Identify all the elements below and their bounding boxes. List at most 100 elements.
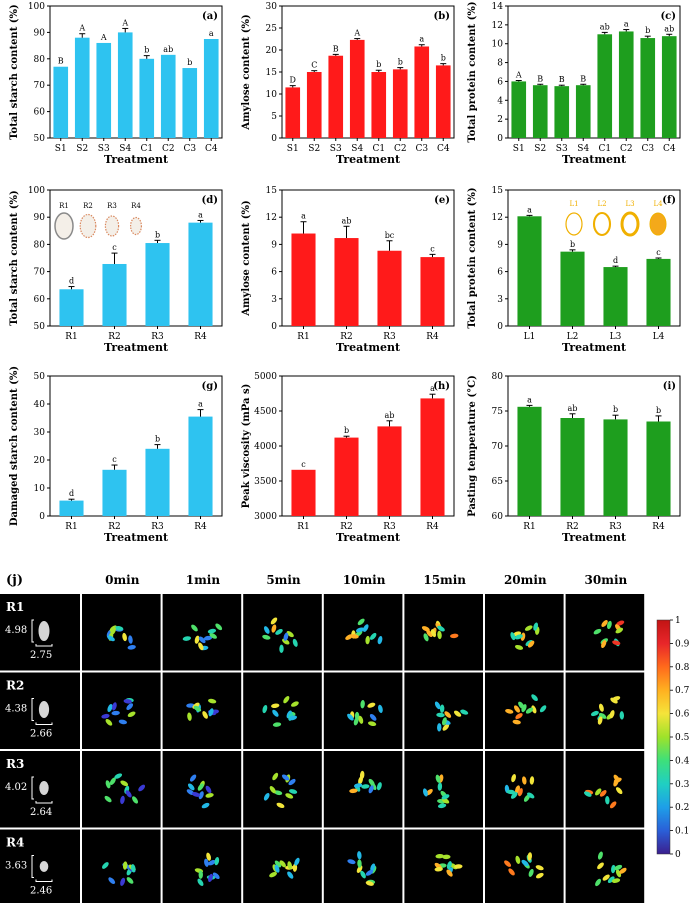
- plot-frame: [281, 189, 455, 327]
- seed-dot: [535, 865, 544, 871]
- seed-dot: [436, 712, 445, 718]
- imaging-cell: [565, 594, 645, 671]
- significance-letter: b: [155, 230, 160, 239]
- imaging-cell: [162, 829, 242, 903]
- y-tick-label: 4500: [254, 407, 277, 417]
- bar-R4: [188, 222, 213, 326]
- x-tick-label: C4: [663, 144, 676, 154]
- inset-label: R2: [83, 202, 93, 210]
- seed-dot: [437, 782, 443, 791]
- seed-dot: [602, 874, 610, 881]
- imaging-cell: [404, 751, 483, 828]
- bar-C1: [597, 34, 613, 138]
- bar-charts-grid: 5060708090100BS1AS2AS3AS4bC1abC2bC3aC4Tr…: [9, 1, 681, 544]
- x-tick-label: S2: [534, 144, 546, 154]
- significance-letter: b: [645, 26, 650, 35]
- y-tick-label: 3: [271, 295, 277, 305]
- grain-width: 2.46: [30, 886, 52, 897]
- seed-dot: [279, 644, 284, 654]
- seed-dot: [612, 696, 621, 702]
- significance-letter: bc: [385, 231, 395, 240]
- y-tick-label: 30: [266, 2, 278, 12]
- seed-dot: [531, 694, 538, 702]
- seed-dot: [105, 718, 113, 726]
- bar-C4: [661, 36, 677, 138]
- y-tick-label: 5: [271, 112, 277, 122]
- cell-background: [162, 672, 242, 749]
- cell-background: [243, 751, 322, 828]
- seed-dot: [595, 878, 602, 887]
- panel-label: (b): [434, 11, 450, 22]
- seed-dot: [271, 703, 280, 709]
- seed-dot: [114, 773, 123, 779]
- significance-letter: a: [209, 29, 214, 38]
- seed-dot: [434, 867, 443, 872]
- imaging-cell: [565, 829, 645, 903]
- significance-letter: c: [301, 460, 306, 469]
- seed-dot: [138, 784, 146, 792]
- plot-frame: [507, 5, 681, 139]
- y-tick-label: 50: [34, 322, 46, 332]
- significance-letter: D: [290, 76, 296, 85]
- cell-background: [404, 751, 483, 828]
- time-header: 15min: [423, 573, 466, 587]
- seed-dot: [601, 620, 608, 627]
- seed-dot: [197, 783, 204, 791]
- plot-frame: [507, 189, 681, 327]
- layer-diagram-icon: [592, 211, 612, 237]
- inset-label: R3: [107, 202, 117, 210]
- seed-dot: [615, 627, 624, 634]
- seed-dot: [601, 640, 607, 649]
- seed-dot: [128, 635, 133, 644]
- seed-dot: [533, 622, 539, 631]
- seed-dot: [208, 698, 217, 704]
- seed-dot: [358, 715, 364, 724]
- y-tick-label: 3: [497, 295, 503, 305]
- bar-R4: [420, 398, 445, 516]
- bar-C1: [371, 72, 387, 138]
- significance-letter: a: [198, 210, 203, 219]
- x-tick-label: R2: [340, 332, 353, 342]
- chart-c: 0 2 4 6 8 10 12 14 A S1 B S2 B S3 B S4 ab C1 a C2 b C3 ab C4 Tre…: [467, 1, 681, 166]
- width-bracket: [35, 722, 53, 725]
- seed-dot: [357, 859, 362, 868]
- grain-diagram-icon: [130, 216, 143, 236]
- seed-dot: [201, 802, 210, 809]
- seed-dot: [539, 705, 547, 713]
- seed-dot: [114, 626, 124, 631]
- seed-dot: [437, 625, 445, 632]
- y-tick-label: 80: [34, 55, 46, 65]
- bar-C4: [203, 39, 219, 138]
- seed-dot: [421, 626, 430, 632]
- x-tick-label: R4: [194, 522, 207, 532]
- y-tick-label: 14: [492, 2, 504, 12]
- y-tick-label: 15: [266, 68, 278, 78]
- cell-background: [243, 594, 322, 671]
- seed-dot: [187, 712, 192, 721]
- time-header: 30min: [585, 573, 628, 587]
- significance-letter: b: [656, 406, 661, 415]
- grain-photo: [39, 781, 49, 795]
- y-tick-label: 10: [492, 40, 504, 50]
- panel-label: (h): [433, 381, 450, 392]
- seed-dot: [514, 705, 521, 713]
- seed-dot: [349, 788, 358, 794]
- seed-dot: [283, 632, 289, 641]
- y-tick-label: 6: [497, 268, 503, 278]
- y-tick-label: 12: [492, 213, 503, 223]
- cell-background: [162, 829, 242, 903]
- seed-dot: [521, 859, 529, 867]
- seed-dot: [130, 864, 136, 873]
- x-tick-label: R1: [523, 522, 536, 532]
- seed-dot: [511, 774, 517, 783]
- seed-dot: [524, 625, 533, 631]
- imaging-cell: [323, 751, 403, 828]
- seed-dot: [527, 792, 535, 799]
- x-tick-label: C2: [162, 144, 175, 154]
- x-tick-label: C2: [620, 144, 633, 154]
- inset-label: L4: [653, 200, 663, 208]
- seed-dot: [505, 708, 514, 714]
- seed-dot: [357, 618, 365, 626]
- x-tick-label: R1: [65, 522, 78, 532]
- significance-letter: b: [155, 435, 160, 444]
